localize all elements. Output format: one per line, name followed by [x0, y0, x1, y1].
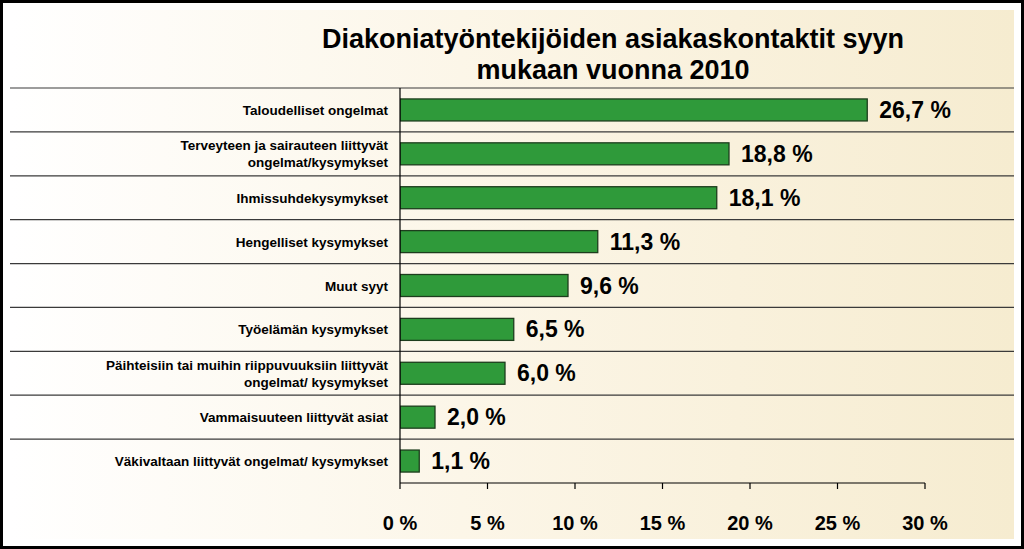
chart-background [10, 10, 1014, 539]
data-label: 6,5 % [526, 316, 585, 342]
row-separator [10, 351, 1014, 352]
x-tick [749, 483, 750, 489]
category-label-line: Hengelliset kysymykset [236, 235, 389, 250]
x-tick-label: 0 % [383, 512, 418, 534]
bar [400, 450, 419, 472]
x-tick-label: 10 % [552, 512, 598, 534]
category-label: Terveyteen ja sairauteen liittyvät ongelm… [180, 138, 388, 170]
bar [400, 187, 717, 209]
category-label-line: ongelmat/ kysymykset [244, 375, 389, 390]
title-line: Diakoniatyöntekijöiden asiakaskontaktit … [322, 24, 904, 54]
bar [400, 275, 568, 297]
category-label-line: Taloudelliset ongelmat [243, 103, 389, 118]
data-label: 11,3 % [610, 229, 680, 255]
title: Diakoniatyöntekijöiden asiakaskontaktit … [322, 24, 904, 85]
data-label: 6,0 % [517, 360, 576, 386]
category-label: Päihteisiin tai muihin riippuvuuksiin li… [106, 358, 389, 390]
data-label: 9,6 % [580, 273, 639, 299]
row-separator [10, 87, 1014, 88]
x-tick-label: 20 % [727, 512, 773, 534]
row-separator [10, 175, 1014, 176]
category-label: Muut syyt [325, 279, 389, 294]
y-axis-line [399, 88, 400, 483]
category-label: Vammaisuuteen liittyvät asiat [200, 410, 389, 425]
data-label: 26,7 % [879, 97, 951, 123]
x-tick [662, 483, 663, 489]
row-separator [10, 439, 1014, 440]
data-label: 2,0 % [447, 404, 506, 430]
bar [400, 143, 729, 165]
x-tick [487, 483, 488, 489]
category-label: Taloudelliset ongelmat [243, 103, 389, 118]
category-label-line: Ihmissuhdekysymykset [236, 191, 388, 206]
title-line: mukaan vuonna 2010 [476, 55, 749, 85]
x-tick [574, 483, 575, 489]
bar [400, 318, 514, 340]
row-separator [10, 263, 1014, 264]
bar [400, 362, 505, 384]
row-separator [10, 131, 1014, 132]
category-label-line: ongelmat/kysymykset [248, 155, 389, 170]
bars [400, 99, 867, 472]
data-label: 18,8 % [741, 141, 813, 167]
category-label-line: Työelämän kysymykset [238, 322, 388, 337]
x-tick [837, 483, 838, 489]
row-separator [10, 219, 1014, 220]
row-separator [10, 395, 1014, 396]
category-label: Ihmissuhdekysymykset [236, 191, 388, 206]
bar [400, 99, 867, 121]
x-tick-label: 15 % [640, 512, 686, 534]
category-label: Hengelliset kysymykset [236, 235, 389, 250]
category-label-line: Väkivaltaan liittyvät ongelmat/ kysymyks… [115, 454, 389, 469]
category-label-line: Vammaisuuteen liittyvät asiat [200, 410, 389, 425]
bar [400, 406, 435, 428]
chart: Diakoniatyöntekijöiden asiakaskontaktit … [0, 0, 1024, 549]
data-label: 1,1 % [431, 448, 490, 474]
category-label: Väkivaltaan liittyvät ongelmat/ kysymyks… [115, 454, 389, 469]
category-label-line: Terveyteen ja sairauteen liittyvät [180, 138, 388, 153]
x-tick [399, 483, 400, 489]
category-label-line: Päihteisiin tai muihin riippuvuuksiin li… [106, 358, 389, 373]
x-tick-label: 30 % [902, 512, 948, 534]
data-label: 18,1 % [729, 185, 801, 211]
x-tick [924, 483, 925, 489]
category-label-line: Muut syyt [325, 279, 389, 294]
category-label: Työelämän kysymykset [238, 322, 388, 337]
x-tick-label: 25 % [815, 512, 861, 534]
page-background [0, 0, 1024, 549]
row-separator [10, 307, 1014, 308]
x-tick-label: 5 % [470, 512, 505, 534]
bar [400, 231, 598, 253]
outer-frame [2, 2, 1023, 548]
